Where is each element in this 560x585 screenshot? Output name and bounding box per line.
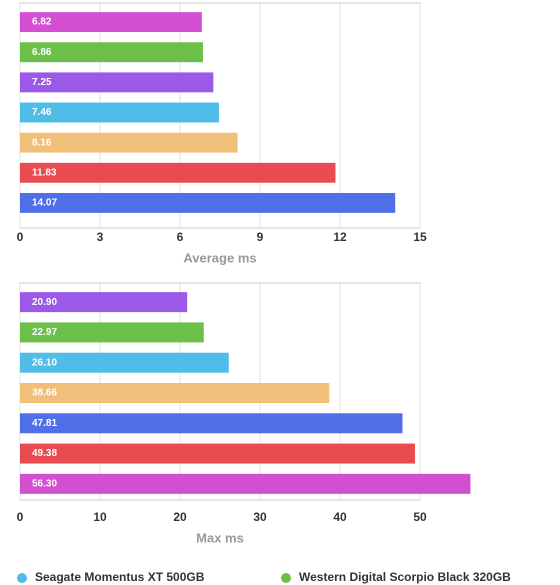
value-label: 6.86 [32,47,52,58]
value-label: 20.90 [32,297,57,308]
bar [20,162,336,183]
value-label: 7.25 [32,77,52,88]
x-tick-label: 0 [17,510,24,524]
legend-label: Western Digital Scorpio Black 320GB [299,570,511,584]
x-tick-label: 50 [413,510,427,524]
value-label: 8.16 [32,137,52,148]
value-label: 26.10 [32,357,57,368]
bar [20,72,214,93]
value-label: 47.81 [32,418,57,429]
value-label: 56.30 [32,478,57,489]
bar [20,12,202,33]
x-tick-label: 15 [413,230,427,244]
bar [20,132,238,153]
x-tick-label: 40 [333,510,347,524]
x-axis-label: Max ms [196,530,244,545]
bar [20,352,229,373]
legend-marker [281,573,291,583]
bar [20,322,204,343]
bar [20,413,403,434]
value-label: 11.83 [32,167,57,178]
bar [20,292,188,313]
bar [20,383,330,403]
value-label: 6.82 [32,17,52,28]
value-label: 7.46 [32,107,52,118]
x-tick-label: 9 [257,230,264,244]
bar [20,473,471,494]
legend-label: Seagate Momentus XT 500GB [35,570,205,584]
bar [20,42,203,63]
value-label: 49.38 [32,448,57,459]
legend-marker [17,573,27,583]
x-tick-label: 3 [97,230,104,244]
x-tick-label: 30 [253,510,267,524]
x-tick-label: 12 [333,230,347,244]
x-tick-label: 0 [17,230,24,244]
value-label: 22.97 [32,327,57,338]
x-tick-label: 10 [93,510,107,524]
x-tick-label: 20 [173,510,187,524]
value-label: 14.07 [32,198,57,209]
x-tick-label: 6 [177,230,184,244]
bar [20,443,416,464]
value-label: 38.66 [32,388,57,399]
x-axis-label: Average ms [183,250,256,265]
bar [20,192,396,213]
bar [20,102,219,123]
